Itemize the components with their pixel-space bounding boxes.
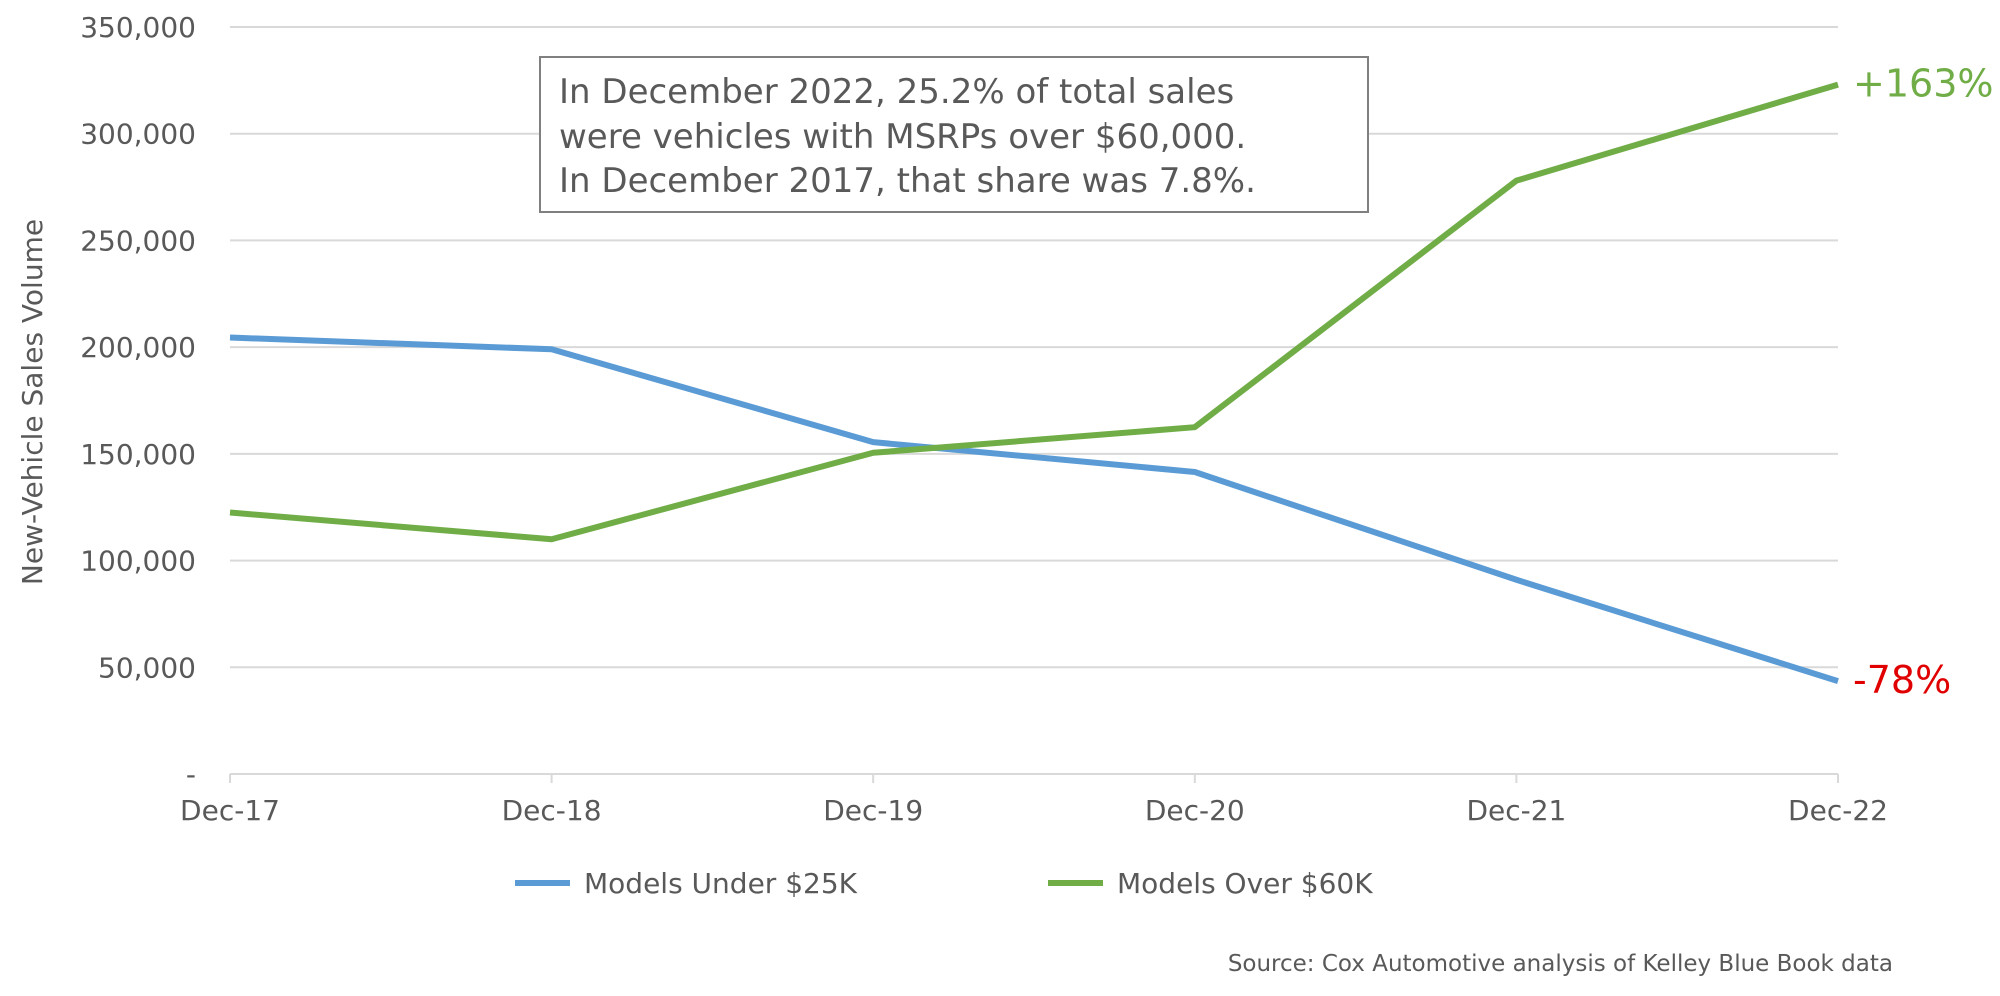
x-tick-label: Dec-20 — [1145, 794, 1245, 827]
annotation-border — [539, 56, 1369, 213]
y-tick-label: 50,000 — [98, 651, 196, 684]
annotation-line-1: In December 2022, 25.2% of total sales — [559, 72, 1234, 112]
series-lines — [229, 81, 1839, 685]
annotation-box: In December 2022, 25.2% of total sales w… — [539, 56, 1369, 213]
annotation-line-2: were vehicles with MSRPs over $60,000. — [559, 117, 1246, 157]
y-tick-label: 350,000 — [80, 11, 196, 44]
x-tick-label: Dec-19 — [823, 794, 923, 827]
y-tick-label: 250,000 — [80, 224, 196, 257]
end-label-over-60k: +163% — [1853, 62, 1993, 106]
y-tick-label: 150,000 — [80, 438, 196, 471]
series-line-under-25k — [229, 334, 1839, 685]
y-axis-title: New-Vehicle Sales Volume — [16, 219, 49, 585]
series-line-over-60k — [229, 81, 1839, 543]
y-tick-label: - — [186, 758, 196, 791]
legend-label-over-60k: Models Over $60K — [1117, 867, 1373, 900]
y-tick-label: 100,000 — [80, 545, 196, 578]
source-note: Source: Cox Automotive analysis of Kelle… — [1228, 951, 1893, 977]
legend: Models Under $25K Models Over $60K — [515, 867, 1373, 900]
end-label-under-25k: -78% — [1853, 658, 1951, 702]
x-tick-label: Dec-21 — [1466, 794, 1566, 827]
annotation-line-3: In December 2017, that share was 7.8%. — [559, 161, 1256, 201]
x-tick-label: Dec-22 — [1788, 794, 1888, 827]
end-labels: +163% -78% — [1853, 62, 1993, 703]
y-tick-label: 300,000 — [80, 118, 196, 151]
y-axis-ticks: - 50,000 100,000 150,000 200,000 250,000 300,0… — [80, 11, 196, 791]
y-tick-label: 200,000 — [80, 331, 196, 364]
x-tick-label: Dec-18 — [502, 794, 602, 827]
legend-label-under-25k: Models Under $25K — [584, 867, 858, 900]
x-tick-label: Dec-17 — [180, 794, 280, 827]
x-axis: Dec-17 Dec-18 Dec-19 Dec-20 Dec-21 Dec-22 — [180, 773, 1888, 827]
